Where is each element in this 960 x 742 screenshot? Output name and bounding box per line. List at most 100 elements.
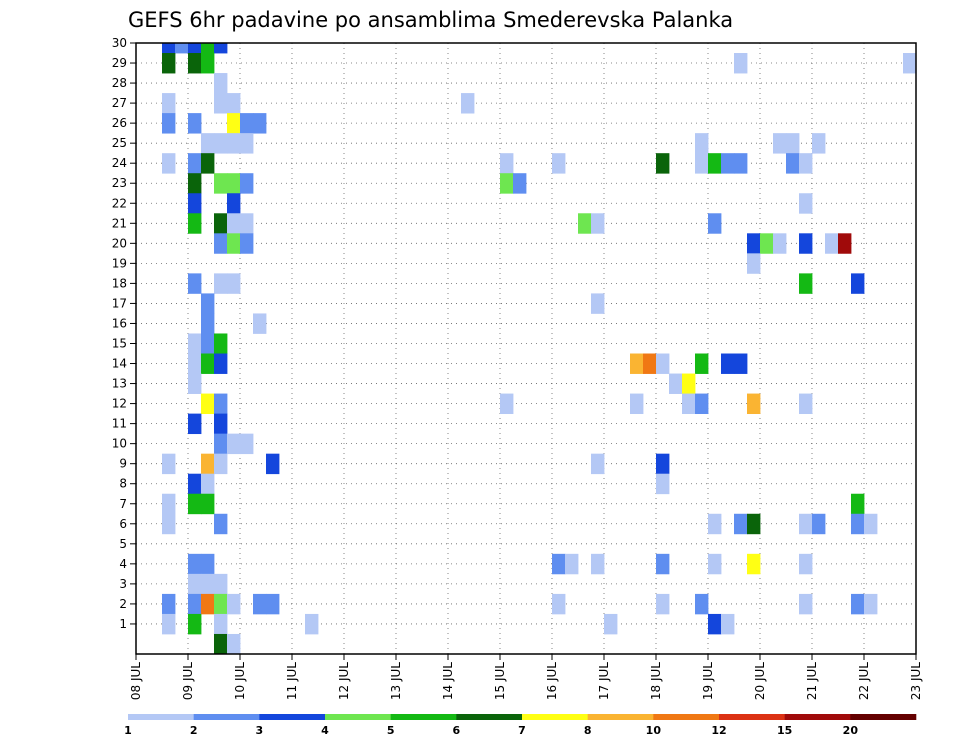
precip-cell [838,233,852,254]
y-tick-label: 7 [119,497,127,511]
precip-cell [201,473,215,495]
precip-cell [903,53,917,74]
legend-swatch [587,714,654,720]
precip-cell [552,593,566,615]
legend-swatch [193,714,260,720]
precip-cell [214,133,228,154]
precip-cell [305,613,319,635]
x-tick-label: 20 JUL [753,662,767,700]
precip-cell [214,333,228,354]
legend-swatch [850,714,917,720]
precip-cell [708,153,722,174]
precip-cell [162,493,176,515]
y-tick-label: 11 [112,417,127,431]
precip-cell [214,393,228,415]
x-tick-label: 21 JUL [805,662,819,700]
precip-cell [227,273,241,294]
precip-cell [162,43,176,54]
y-tick-label: 23 [112,176,127,190]
legend-level-label: 1 [124,724,132,737]
precip-cell [201,553,215,575]
precip-cell [578,213,592,234]
legend-swatch [456,714,523,720]
precip-cell [201,153,215,174]
precip-cell [656,593,670,615]
precip-cell [747,393,761,415]
color-legend: 1 2 3 4 5 6 7 8 10 12 15 20 [124,714,917,737]
precip-cell [240,173,254,194]
precip-cell [734,153,748,174]
precip-cell [162,593,176,615]
x-tick-label: 13 JUL [389,662,403,700]
precip-cell [266,593,280,615]
y-tick-label: 17 [112,296,127,310]
legend-level-label: 3 [256,724,264,737]
precip-cell [214,453,228,475]
precip-cell [695,133,709,154]
precip-cell [799,233,813,254]
y-tick-label: 27 [112,96,127,110]
y-tick-label: 6 [119,517,127,531]
precip-cell [214,173,228,194]
precip-cell [760,233,774,254]
precip-cell [227,133,241,154]
precip-cell [747,513,761,535]
precip-cell [695,153,709,174]
precip-cell [227,113,241,134]
legend-swatch [719,714,785,720]
precip-cell [227,593,241,615]
chart-title: GEFS 6hr padavine po ansamblima Smederev… [128,8,733,32]
y-tick-label: 9 [119,457,127,471]
precip-cell [799,553,813,575]
precip-cell [253,593,267,615]
precip-cell [214,413,228,435]
precip-cell [734,53,748,74]
precip-cell [591,553,605,575]
precip-cell [162,453,176,475]
precip-cell [786,153,800,174]
precip-cell [864,593,878,615]
precip-cell [227,433,241,455]
precip-cell [227,633,241,655]
precip-cell [201,53,215,74]
precip-cell [214,513,228,535]
y-tick-label: 2 [119,597,127,611]
y-tick-label: 12 [112,397,127,411]
y-tick-label: 21 [112,216,127,230]
precip-cell [461,93,475,114]
x-tick-label: 23 JUL [909,662,923,700]
precip-cell [253,113,267,134]
precip-cell [214,93,228,114]
precip-cell [851,513,865,535]
precip-cell [630,393,644,415]
x-tick-label: 11 JUL [285,662,299,700]
precip-cell [214,593,228,615]
legend-swatch [390,714,457,720]
precip-cell [188,353,202,374]
x-tick-label: 15 JUL [493,662,507,700]
precip-cell [695,353,709,374]
precip-cell [734,353,748,374]
precip-cell [266,453,280,475]
precip-cell [188,213,202,234]
plot-frame [135,42,917,655]
x-tick-label: 08 JUL [129,662,143,700]
precip-cell [201,353,215,374]
precip-cell [188,613,202,635]
precip-cell [240,233,254,254]
precip-cell [188,153,202,174]
data-cells [162,43,917,655]
precip-cell [201,593,215,615]
x-tick-label: 12 JUL [337,662,351,700]
precip-cell [773,233,787,254]
precip-cell [253,313,267,334]
legend-swatch [128,714,194,720]
precip-cell [214,273,228,294]
precip-cell [214,353,228,374]
precip-cell [773,133,787,154]
precip-cell [552,153,566,174]
legend-swatch [522,714,588,720]
legend-level-label: 5 [387,724,395,737]
precip-cell [188,333,202,354]
precip-cell [188,173,202,194]
